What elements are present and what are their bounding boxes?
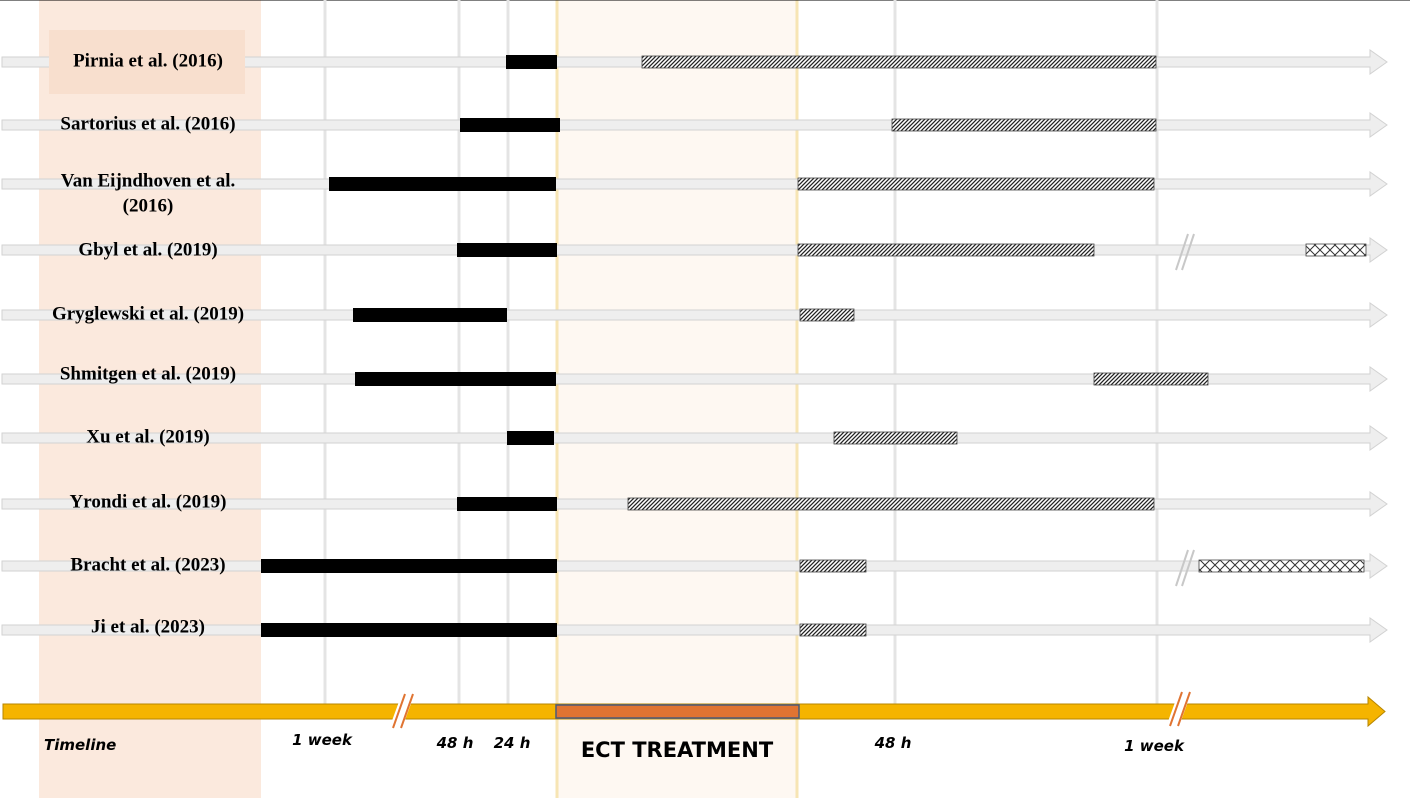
study-row (1, 171, 1388, 197)
timeline-break-mark (391, 693, 414, 729)
follow-up-bar (1198, 559, 1365, 573)
tick-label-post-48h: 48 h (874, 734, 912, 752)
row-break-mark (1181, 233, 1195, 271)
study-row (1, 549, 1388, 587)
post-ect-bar (797, 177, 1155, 191)
row-track-arrow (1, 425, 1388, 451)
tick-label-pre-1week: 1 week (292, 731, 353, 749)
study-row (1, 617, 1388, 643)
study-row (1, 425, 1388, 451)
study-label: Pirnia et al. (2016) (73, 50, 223, 71)
row-track-arrow (1, 617, 1388, 643)
study-label: Bracht et al. (2023) (70, 554, 225, 575)
ect-band-background (556, 0, 798, 798)
study-label: Xu et al. (2019) (86, 426, 209, 447)
post-ect-bar (641, 55, 1157, 69)
study-row (1, 302, 1388, 328)
study-label: Shmitgen et al. (2019) (60, 363, 236, 384)
post-ect-bar (799, 623, 867, 637)
post-ect-bar (891, 118, 1157, 132)
highlight-box (49, 30, 245, 94)
study-row (1, 233, 1388, 271)
pre-ect-bar (329, 177, 556, 191)
timeline-axis: 1 week 48 h 24 h 48 h 1 week Timeline ECT TREA… (2, 691, 1386, 762)
row-break-mark (1175, 233, 1189, 271)
tick-label-pre-48h: 48 h (436, 734, 474, 752)
pre-ect-bar (457, 497, 557, 511)
study-row (1, 49, 1388, 75)
study-label: Sartorius et al. (2016) (60, 113, 235, 134)
row-break-mark (1175, 549, 1189, 587)
ect-treatment-label: ECT TREATMENT (581, 738, 774, 762)
study-label: Van Eijndhoven et al. (61, 170, 236, 191)
row-track-arrow (1, 302, 1388, 328)
post-ect-bar (797, 243, 1095, 257)
post-ect-bar (799, 559, 867, 573)
row-track-arrow (1, 237, 1388, 263)
row-track-arrow (1, 112, 1388, 138)
study-label: Gryglewski et al. (2019) (52, 303, 244, 324)
study-labels: Pirnia et al. (2016) Sartorius et al. (20… (49, 30, 245, 637)
pre-ect-bar (506, 55, 557, 69)
study-label: Ji et al. (2023) (91, 616, 205, 637)
pre-ect-bar (353, 308, 507, 322)
row-track-arrow (1, 171, 1388, 197)
pre-ect-bar (261, 623, 557, 637)
time-gridlines (323, 0, 1159, 705)
timeline-label: Timeline (44, 736, 116, 754)
pre-ect-bar (355, 372, 556, 386)
tick-label-pre-24h: 24 h (494, 734, 531, 752)
label-column-background (39, 0, 261, 798)
pre-ect-bar (507, 431, 554, 445)
row-track-arrow (1, 366, 1388, 392)
row-track-arrow (1, 553, 1388, 579)
row-break-mark (1181, 549, 1195, 587)
ect-treatment-block (555, 704, 800, 719)
study-label-line2: (2016) (123, 195, 174, 216)
post-ect-bar (799, 308, 855, 322)
study-label: Gbyl et al. (2019) (78, 239, 217, 260)
pre-ect-bar (261, 559, 557, 573)
pre-ect-bar (457, 243, 557, 257)
post-ect-bar (1093, 372, 1209, 386)
post-ect-bar (627, 497, 1155, 511)
pre-ect-bar (460, 118, 560, 132)
tick-label-post-1week: 1 week (1124, 737, 1185, 755)
study-row (1, 112, 1388, 138)
study-rows (1, 49, 1388, 643)
timeline-break-mark (1168, 691, 1191, 727)
follow-up-bar (1305, 243, 1367, 257)
study-label: Yrondi et al. (2019) (70, 491, 227, 512)
study-row (1, 366, 1388, 392)
study-row (1, 491, 1388, 517)
post-ect-bar (833, 431, 958, 445)
